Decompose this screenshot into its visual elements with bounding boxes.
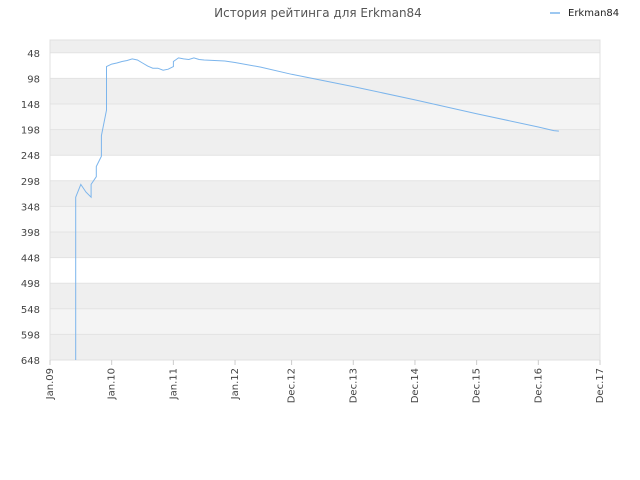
chart-title: История рейтинга для Erkman84: [214, 6, 422, 20]
plot-band: [50, 308, 600, 335]
plot-band: [50, 206, 600, 232]
y-tick-label: 448: [21, 254, 40, 265]
legend[interactable]: Erkman84: [550, 8, 619, 19]
plot-frame: [49, 39, 601, 361]
x-tick-label: Jan.11: [168, 368, 179, 400]
plot-band: [50, 283, 600, 309]
y-tick-label: 598: [21, 330, 40, 341]
plot-band: [50, 155, 600, 181]
y-tick-label: 148: [21, 100, 40, 111]
x-tick-label: Dec.15: [472, 368, 483, 403]
y-tick-label: 498: [21, 279, 40, 290]
y-tick-label: 548: [21, 305, 40, 316]
y-tick-label: 398: [21, 228, 40, 239]
x-tick-label: Jan.09: [45, 368, 56, 400]
y-tick-label: 48: [27, 49, 40, 60]
y-tick-label: 348: [21, 202, 40, 213]
plot-band: [50, 129, 600, 156]
x-tick-label: Dec.12: [287, 368, 298, 403]
y-tick-label: 648: [21, 356, 40, 367]
x-tick-label: Jan.10: [107, 368, 118, 400]
y-tick-label: 98: [27, 74, 40, 85]
plot-band: [50, 334, 600, 360]
plot-band: [50, 52, 600, 79]
plot-bands: [50, 40, 600, 360]
x-axis-ticks: Jan.09 Jan.10 Jan.11 Jan.12 Dec.12 Dec.13 Dec.…: [45, 360, 606, 403]
x-tick-label: Dec.16: [533, 368, 544, 403]
plot-band: [50, 180, 600, 207]
plot-band: [50, 104, 600, 130]
plot-band: [50, 40, 600, 53]
x-tick-label: Dec.17: [595, 368, 606, 403]
y-tick-label: 198: [21, 126, 40, 137]
y-tick-label: 248: [21, 151, 40, 162]
y-tick-label: 298: [21, 177, 40, 188]
plot-band: [50, 78, 600, 104]
y-axis-ticks: 48 98 148 198 248 298 348 398 448 498 548 598 648: [21, 49, 40, 367]
plot-band: [50, 257, 600, 284]
series-line-erkman84: [75, 57, 559, 360]
x-tick-label: Dec.14: [410, 368, 421, 403]
plot-band: [50, 232, 600, 258]
x-tick-label: Jan.12: [230, 368, 241, 400]
x-tick-label: Dec.13: [348, 368, 359, 403]
legend-label: Erkman84: [568, 8, 619, 19]
